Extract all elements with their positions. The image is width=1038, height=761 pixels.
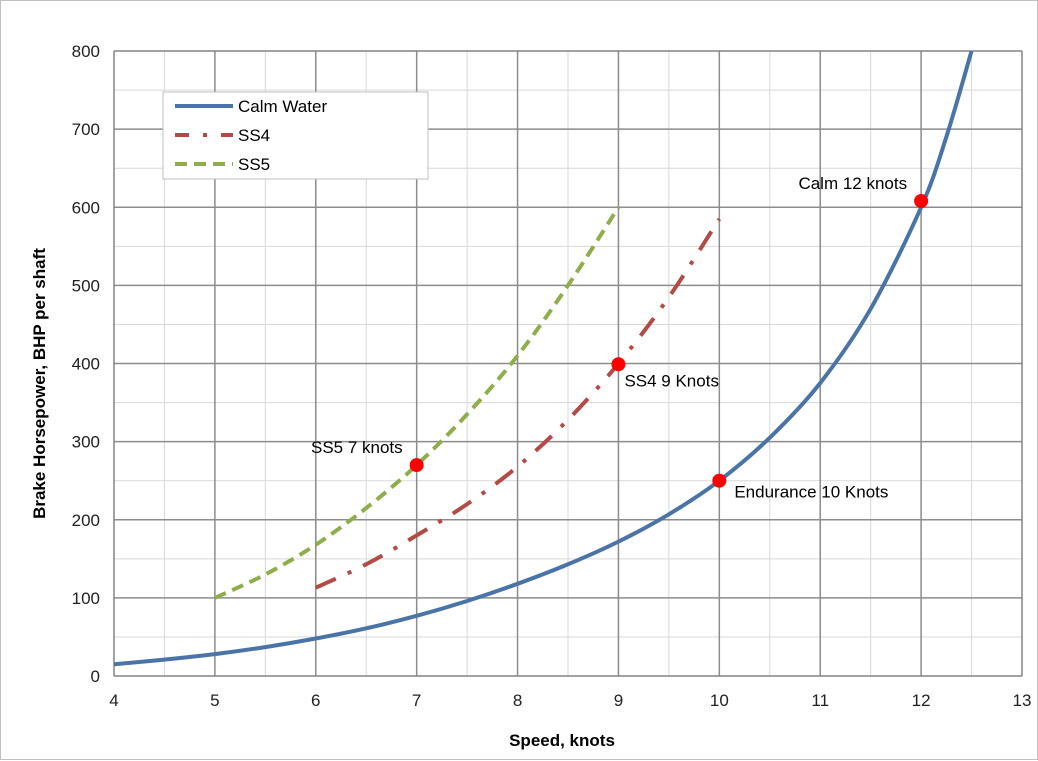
x-tick-label: 6 [311, 691, 320, 710]
x-tick-label: 9 [614, 691, 623, 710]
annotation-marker [712, 473, 727, 488]
legend-label: SS4 [238, 126, 270, 145]
y-tick-label: 400 [72, 355, 100, 374]
plot-area-border [113, 50, 1023, 677]
y-tick-label: 600 [72, 198, 100, 217]
legend: Calm Water SS4 SS5 [162, 91, 429, 180]
annotation-label: SS4 9 Knots [624, 371, 719, 390]
y-tick-label: 0 [91, 667, 100, 686]
x-axis-title: Speed, knots [509, 731, 615, 750]
x-tick-label: 10 [710, 691, 729, 710]
x-tick-label: 11 [811, 691, 829, 710]
y-tick-label: 700 [72, 120, 100, 139]
x-tick-label: 4 [109, 691, 118, 710]
x-tick-label: 5 [210, 691, 219, 710]
annotation-labels: Calm 12 knots SS4 9 Knots SS5 7 knots Endur… [311, 174, 907, 502]
legend-label: Calm Water [238, 97, 327, 116]
annotation-markers [409, 194, 929, 488]
series-line-calm-water [113, 50, 974, 667]
annotation-marker [914, 194, 929, 208]
y-tick-label: 100 [72, 589, 100, 608]
y-tick-label: 500 [72, 276, 100, 295]
y-tick-label: 800 [72, 42, 100, 61]
series-line-ss5 [214, 206, 621, 600]
annotation-label: Endurance 10 Knots [734, 483, 888, 502]
x-tick-label: 13 [1013, 691, 1032, 710]
x-tick-label: 8 [513, 691, 522, 710]
annotation-label: Calm 12 knots [798, 174, 907, 193]
y-tick-label: 300 [72, 433, 100, 452]
y-axis-tick-labels: 0 100 200 300 400 500 600 700 800 [72, 42, 100, 686]
legend-label: SS5 [238, 155, 270, 174]
annotation-marker [409, 458, 424, 473]
x-tick-label: 7 [412, 691, 421, 710]
x-axis-tick-labels: 4 5 6 7 8 9 10 11 12 13 [109, 691, 1031, 710]
y-axis-title: Brake Horsepower, BHP per shaft [30, 248, 49, 519]
x-tick-label: 12 [912, 691, 931, 710]
annotation-label: SS5 7 knots [311, 438, 403, 457]
series-layer [113, 50, 974, 667]
series-line-ss4 [314, 217, 722, 590]
annotation-marker [611, 357, 626, 372]
y-tick-label: 200 [72, 511, 100, 530]
